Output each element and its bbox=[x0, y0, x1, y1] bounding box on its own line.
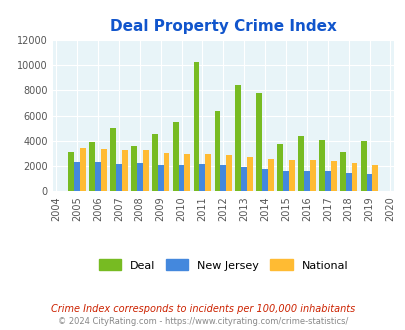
Bar bbox=[235, 84, 241, 191]
Bar bbox=[193, 62, 199, 191]
Bar bbox=[303, 171, 309, 191]
Bar bbox=[330, 161, 336, 191]
Bar bbox=[282, 171, 288, 191]
Bar bbox=[267, 158, 273, 191]
Bar bbox=[256, 93, 262, 191]
Bar bbox=[220, 165, 226, 191]
Bar bbox=[68, 152, 74, 191]
Bar bbox=[163, 153, 169, 191]
Bar bbox=[318, 140, 324, 191]
Bar bbox=[74, 162, 80, 191]
Bar bbox=[178, 165, 184, 191]
Bar bbox=[116, 164, 121, 191]
Text: © 2024 CityRating.com - https://www.cityrating.com/crime-statistics/: © 2024 CityRating.com - https://www.city… bbox=[58, 317, 347, 326]
Title: Deal Property Crime Index: Deal Property Crime Index bbox=[110, 19, 336, 34]
Bar bbox=[345, 173, 351, 191]
Bar bbox=[360, 142, 366, 191]
Text: Crime Index corresponds to incidents per 100,000 inhabitants: Crime Index corresponds to incidents per… bbox=[51, 304, 354, 314]
Bar bbox=[297, 136, 303, 191]
Bar bbox=[199, 164, 205, 191]
Bar bbox=[351, 163, 356, 191]
Bar bbox=[122, 150, 127, 191]
Bar bbox=[136, 163, 142, 191]
Bar bbox=[214, 111, 220, 191]
Bar bbox=[241, 167, 247, 191]
Bar bbox=[324, 171, 330, 191]
Bar bbox=[309, 160, 315, 191]
Bar bbox=[371, 165, 377, 191]
Bar bbox=[157, 165, 163, 191]
Bar bbox=[110, 127, 116, 191]
Bar bbox=[247, 157, 252, 191]
Bar bbox=[142, 150, 148, 191]
Bar bbox=[95, 162, 100, 191]
Bar bbox=[366, 174, 371, 191]
Bar bbox=[131, 146, 136, 191]
Bar bbox=[288, 160, 294, 191]
Bar bbox=[172, 122, 178, 191]
Bar bbox=[100, 149, 107, 191]
Bar bbox=[89, 142, 95, 191]
Bar bbox=[277, 144, 282, 191]
Bar bbox=[184, 154, 190, 191]
Bar bbox=[262, 169, 267, 191]
Bar bbox=[339, 151, 345, 191]
Bar bbox=[205, 154, 211, 191]
Bar bbox=[226, 155, 232, 191]
Bar bbox=[80, 148, 85, 191]
Bar bbox=[151, 135, 157, 191]
Legend: Deal, New Jersey, National: Deal, New Jersey, National bbox=[94, 255, 352, 275]
